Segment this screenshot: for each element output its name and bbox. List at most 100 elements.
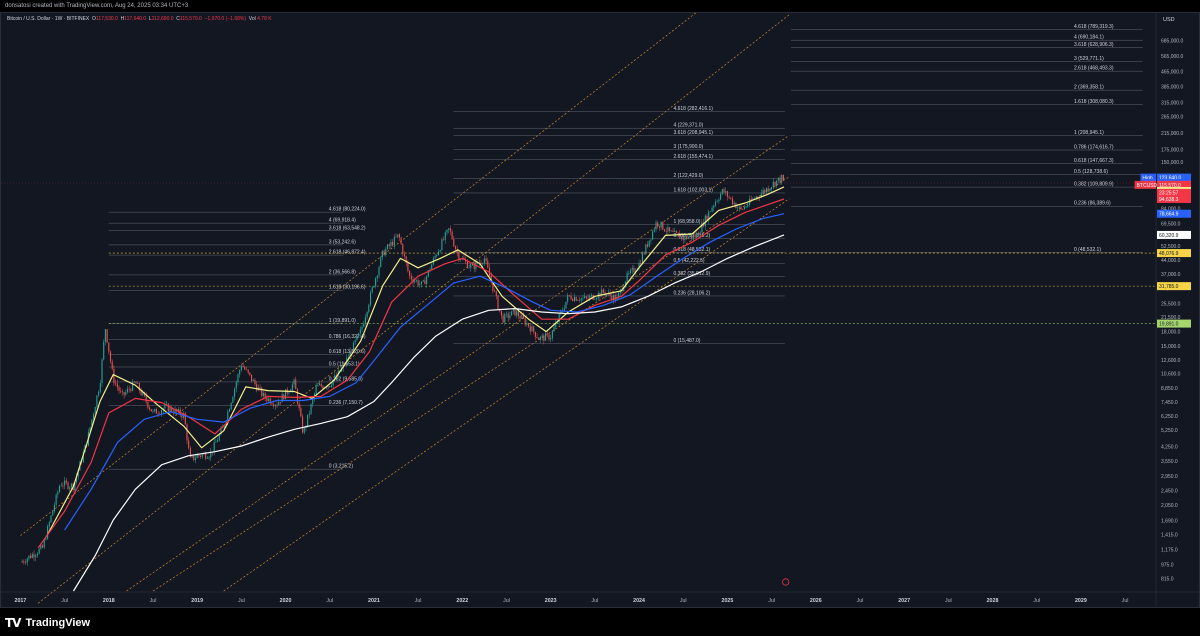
candle-body — [674, 230, 676, 232]
candle-body — [128, 388, 130, 390]
time-axis-tick: Jul — [591, 598, 598, 604]
candle-body — [516, 311, 518, 316]
symbol-legend: Bitcoin / U.S. Dollar · 1W · BITFINEX O1… — [7, 16, 272, 22]
candle-body — [388, 244, 390, 246]
candle-body — [30, 555, 32, 558]
candle-body — [358, 333, 360, 336]
time-axis-tick: 2023 — [545, 598, 557, 604]
candle-body — [691, 235, 693, 239]
candle-body — [164, 404, 166, 409]
price-axis-tick: 2,050.0 — [1161, 503, 1178, 509]
candle-body — [223, 425, 225, 427]
candle-body — [696, 233, 698, 237]
price-tag-box — [1157, 319, 1191, 328]
candle-body — [58, 486, 61, 492]
candle-body — [116, 383, 118, 388]
channel-line — [126, 134, 790, 592]
candle-body — [492, 282, 494, 292]
candle-body — [393, 236, 395, 246]
candle-body — [28, 555, 30, 559]
candle-body — [662, 221, 664, 230]
price-axis-tick: 385,000.0 — [1161, 85, 1183, 91]
candle-body — [376, 275, 378, 279]
candle-body — [189, 447, 191, 458]
fib-level-label: 0.236 (28,106.2) — [673, 290, 710, 296]
candle-body — [242, 365, 244, 367]
candle-body — [254, 379, 256, 385]
candle-body — [565, 301, 567, 309]
candle-body — [247, 369, 249, 373]
candle-body — [69, 487, 71, 489]
candle-body — [623, 287, 625, 292]
candle-body — [587, 297, 589, 299]
candle-body — [652, 231, 654, 240]
price-axis-unit[interactable]: USD — [1163, 17, 1175, 23]
fib-level-label: 0.236 (7,150.7) — [329, 400, 363, 406]
time-axis-tick: 2028 — [987, 598, 999, 604]
candle-body — [453, 239, 455, 247]
candle-body — [154, 409, 156, 412]
fib-level-label: 3 (53,242.6) — [329, 239, 356, 245]
candle-body — [130, 389, 132, 391]
candle-body — [351, 351, 353, 353]
candle-body — [633, 267, 635, 272]
candle-body — [553, 327, 555, 332]
candle-body — [543, 335, 545, 341]
candle-body — [82, 452, 84, 462]
price-axis-tick: 7,450.0 — [1161, 400, 1178, 406]
candle-body — [31, 554, 33, 558]
candle-body — [720, 193, 722, 200]
candle-body — [708, 211, 710, 221]
fib-level-label: 0.236 (86,389.6) — [1074, 201, 1111, 207]
price-chart-svg[interactable]: 4.618 (80,224.0) 4 (69,918.4)3.618 (63,54… — [1, 13, 1199, 607]
candle-body — [33, 554, 35, 558]
candle-body — [601, 289, 603, 297]
candle-body — [643, 253, 645, 255]
candle-body — [36, 553, 38, 556]
candle-body — [381, 250, 383, 258]
fib-level-label: 0.618 (48,532.1) — [673, 247, 710, 253]
candle-body — [631, 267, 633, 270]
price-axis-tick: 150,000.0 — [1161, 160, 1183, 166]
candle-body — [249, 372, 251, 375]
close-label: C — [176, 16, 180, 22]
time-axis-tick: Jul — [680, 598, 687, 604]
price-axis-tick: 52,500.0 — [1161, 244, 1181, 250]
candle-body — [483, 258, 485, 264]
candle-body — [726, 191, 728, 197]
time-axis-tick: 2018 — [103, 598, 115, 604]
candle-body — [699, 232, 701, 235]
candle-body — [682, 236, 684, 240]
candle-body — [772, 181, 774, 188]
candle-body — [140, 390, 142, 395]
candle-body — [444, 232, 446, 240]
candle-body — [716, 200, 718, 202]
candle-body — [687, 237, 689, 239]
candle-body — [276, 404, 278, 406]
candle-body — [767, 188, 769, 191]
candle-body — [706, 215, 708, 221]
fib-level-label: 2 (122,429.0) — [673, 173, 703, 179]
candle-body — [701, 222, 703, 233]
tradingview-logo[interactable]: TV TradingView — [5, 616, 90, 630]
candle-body — [721, 189, 723, 194]
chart-panel[interactable]: Bitcoin / U.S. Dollar · 1W · BITFINEX O1… — [0, 12, 1200, 608]
candle-body — [261, 387, 263, 397]
candle-body — [439, 250, 441, 252]
candle-body — [234, 388, 236, 398]
candle-body — [577, 300, 579, 301]
candle-body — [618, 292, 620, 297]
candle-body — [616, 296, 618, 301]
candle-body — [23, 561, 25, 563]
candle-body — [259, 387, 261, 389]
candle-body — [580, 298, 582, 301]
symbol-title[interactable]: Bitcoin / U.S. Dollar · 1W · BITFINEX — [7, 16, 90, 22]
candle-body — [669, 227, 671, 231]
candle-body — [335, 375, 338, 376]
candle-body — [579, 300, 581, 301]
candle-body — [505, 313, 508, 315]
candle-body — [278, 402, 280, 406]
tradingview-logo-icon: TV — [5, 616, 22, 630]
candle-body — [145, 395, 147, 402]
candle-body — [611, 295, 613, 301]
